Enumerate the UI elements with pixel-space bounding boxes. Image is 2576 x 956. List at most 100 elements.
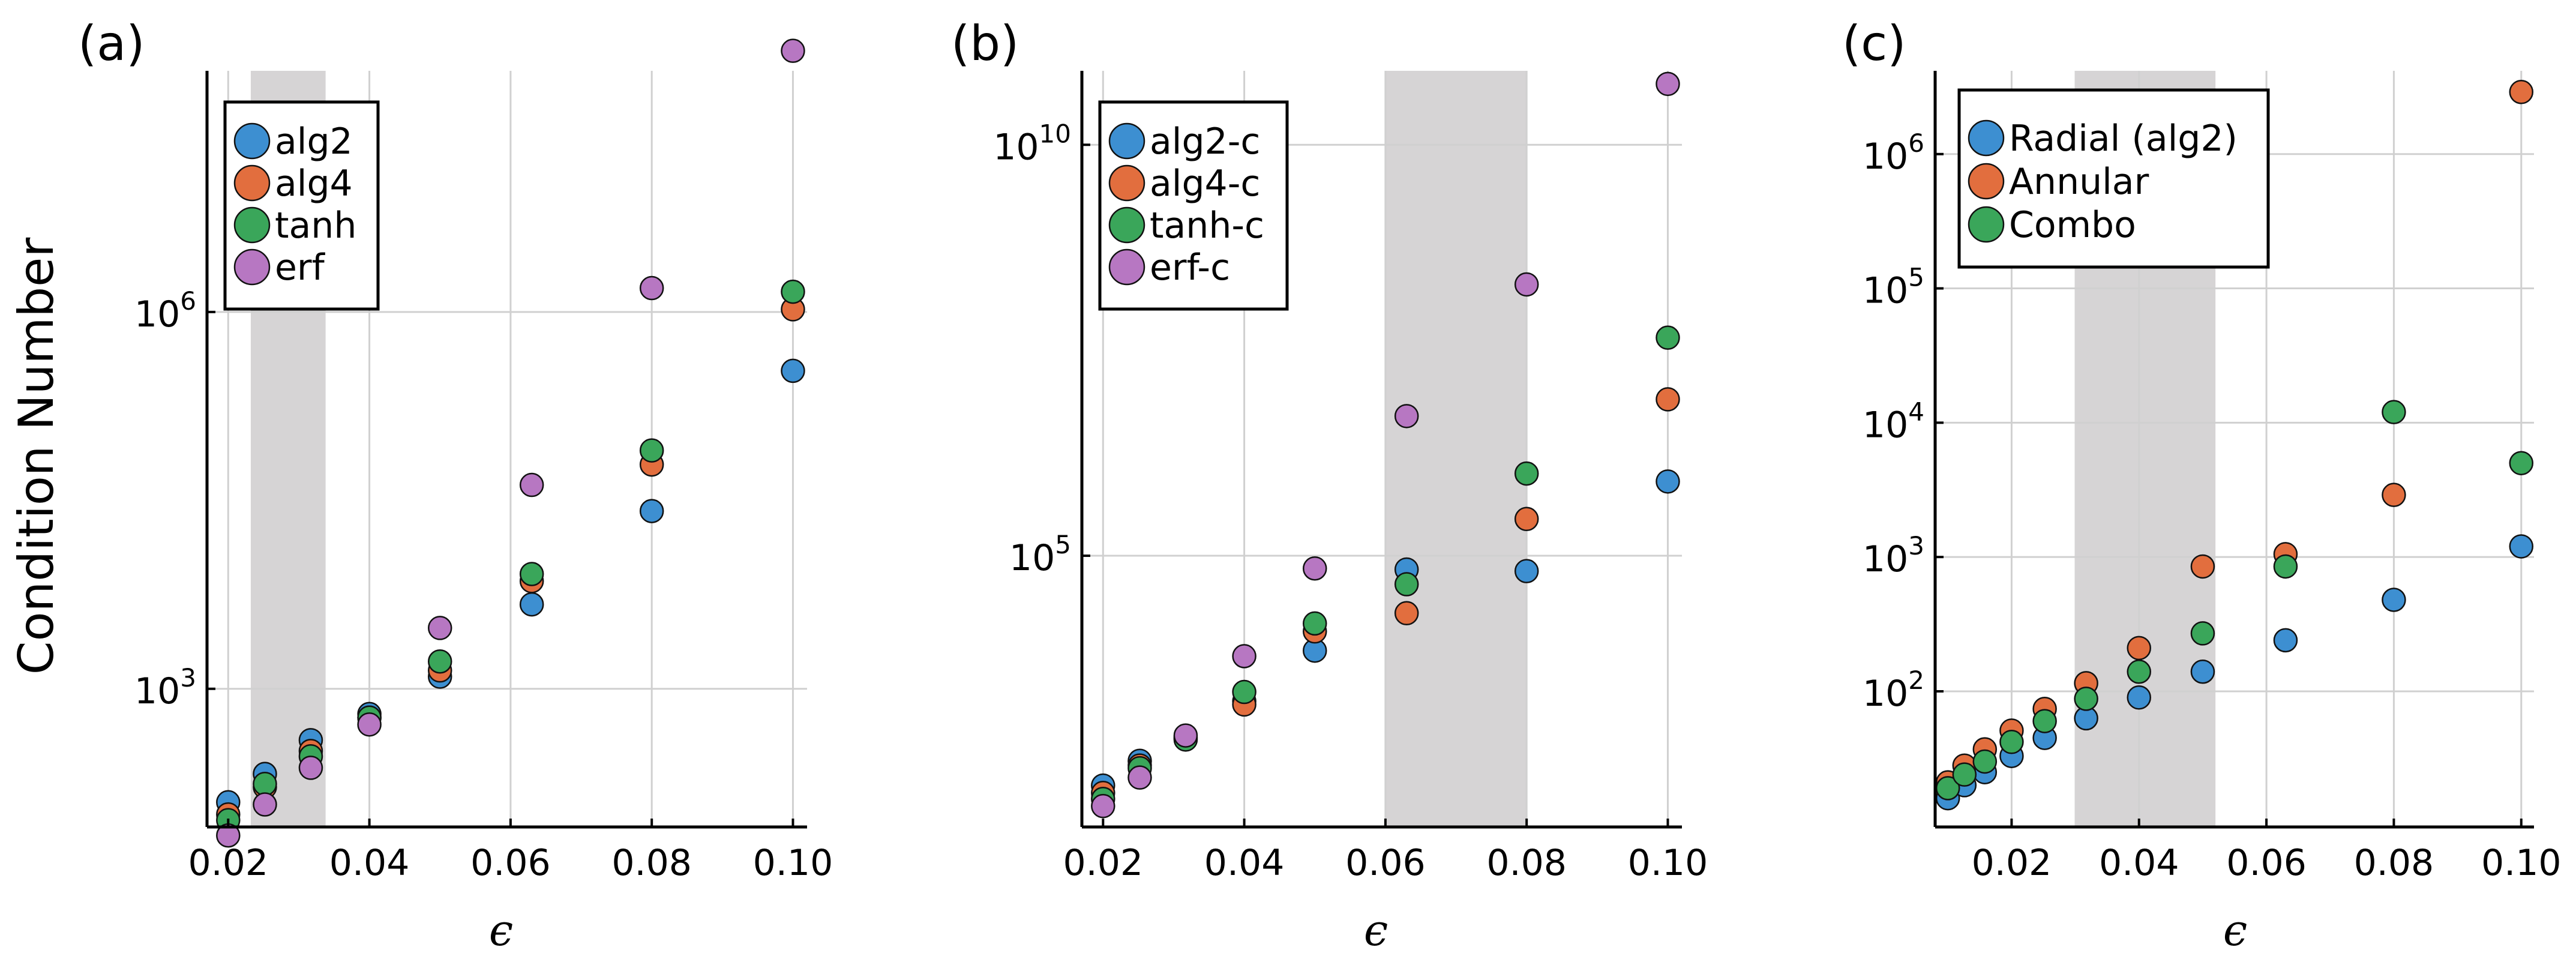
- legend-label-tanh: tanh: [275, 205, 356, 247]
- legend-label-erf-c: erf-c: [1150, 247, 1230, 289]
- p2-xtick-label: 0.02: [1063, 842, 1143, 884]
- legend-label-tanh-c: tanh-c: [1150, 205, 1264, 247]
- panel-a-ylabel: Condition Number: [8, 238, 64, 675]
- p3-xtick-label: 0.04: [2099, 842, 2179, 884]
- legend-label-combo: Combo: [2009, 204, 2136, 246]
- panel-a: (a) 0.02 0.04 0.06 0.08 0.10 103 106 Conditio…: [8, 16, 833, 955]
- p1-point-erf: [298, 756, 323, 780]
- p3-ytick-label: 105: [1863, 263, 1924, 312]
- p3-point-annular: [2509, 80, 2534, 104]
- p1-point-erf: [427, 616, 452, 640]
- p3-xtick-label: 0.10: [2481, 842, 2562, 884]
- p3-point-radial-alg2: [2127, 685, 2151, 710]
- p3-point-annular: [2127, 636, 2151, 661]
- p1-point-erf: [253, 792, 277, 817]
- p2-point-tanh-c: [1302, 611, 1327, 636]
- p2-point-tanh-c: [1394, 572, 1419, 597]
- legend-marker-alg4: [233, 164, 271, 202]
- p3-xtick-label: 0.02: [1972, 842, 2052, 884]
- panel-c-label: (c): [1842, 16, 1906, 71]
- panel-c-legend: Radial (alg2) Annular Combo: [1957, 88, 2270, 269]
- p3-point-radial-alg2: [2190, 660, 2215, 684]
- p3-point-combo: [2074, 687, 2098, 711]
- p2-ytick-label: 1010: [993, 119, 1071, 168]
- p2-point-tanh-c: [1514, 461, 1539, 486]
- panel-a-legend: alg2 alg4 tanh erf: [223, 100, 380, 311]
- p2-point-alg4-c: [1514, 507, 1539, 532]
- legend-marker-erf-c: [1108, 248, 1145, 286]
- p1-point-tanh: [639, 438, 664, 463]
- legend-label-annular: Annular: [2009, 161, 2149, 203]
- p3-point-combo: [2190, 621, 2215, 646]
- p1-point-tanh: [253, 771, 277, 796]
- p2-point-erf-c: [1514, 272, 1539, 297]
- p2-point-erf-c: [1127, 765, 1152, 790]
- p3-ytick-label: 106: [1863, 128, 1924, 178]
- p1-xtick-label: 0.06: [470, 842, 551, 884]
- p2-point-erf-c: [1173, 723, 1198, 748]
- legend-marker-radial: [1968, 119, 2005, 157]
- p3-point-radial-alg2: [2509, 534, 2534, 559]
- legend-marker-alg2: [233, 122, 271, 160]
- p2-shaded-region: [1385, 71, 1527, 827]
- p2-xtick-label: 0.06: [1345, 842, 1426, 884]
- p3-point-annular: [2190, 554, 2215, 579]
- p2-xtick-label: 0.08: [1486, 842, 1567, 884]
- p3-point-combo: [2032, 709, 2057, 733]
- legend-marker-alg2-c: [1108, 122, 1145, 160]
- p2-point-erf-c: [1394, 404, 1419, 428]
- legend-label-alg4: alg4: [275, 163, 353, 205]
- p1-point-alg2: [781, 358, 805, 383]
- legend-label-erf: erf: [275, 247, 326, 289]
- p3-ytick-label: 102: [1863, 666, 1924, 715]
- p1-point-tanh: [781, 279, 805, 304]
- p1-point-alg2: [639, 499, 664, 523]
- panel-b: (b) 0.02 0.04 0.06 0.08 0.10 105 1010 ϵ alg2-…: [951, 16, 1708, 955]
- legend-marker-erf: [233, 248, 271, 286]
- p1-point-alg2: [519, 592, 544, 617]
- legend-marker-alg4-c: [1108, 164, 1145, 202]
- legend-label-alg4-c: alg4-c: [1150, 163, 1260, 205]
- legend-marker-tanh: [233, 206, 271, 244]
- p2-point-erf-c: [1232, 644, 1256, 669]
- p2-point-alg4-c: [1656, 387, 1680, 412]
- p2-point-alg4-c: [1394, 601, 1419, 626]
- p3-xtick-label: 0.06: [2226, 842, 2307, 884]
- p3-point-combo: [2509, 451, 2534, 475]
- p2-point-alg2-c: [1514, 559, 1539, 583]
- p3-point-combo: [1972, 749, 1998, 774]
- p2-xtick-label: 0.10: [1628, 842, 1708, 884]
- p3-point-combo: [2273, 554, 2298, 579]
- panel-c-xlabel: ϵ: [2223, 905, 2247, 955]
- p1-point-erf: [519, 472, 544, 498]
- panel-a-xlabel: ϵ: [489, 905, 513, 955]
- p3-point-combo: [2127, 660, 2151, 684]
- panel-c-legend-box: [1957, 88, 2270, 269]
- p1-point-tanh: [519, 562, 544, 586]
- legend-marker-combo: [1968, 206, 2005, 243]
- panel-b-legend: alg2-c alg4-c tanh-c erf-c: [1098, 100, 1289, 311]
- p1-xtick-label: 0.04: [329, 842, 410, 884]
- p3-point-radial-alg2: [2382, 588, 2406, 612]
- p1-point-erf: [781, 38, 805, 63]
- panel-a-label: (a): [78, 16, 145, 71]
- p2-ytick-label: 105: [1009, 530, 1071, 579]
- legend-marker-annular: [1968, 163, 2005, 200]
- panel-b-xlabel: ϵ: [1364, 905, 1388, 955]
- panel-c: (c) 0.02 0.04 0.06 0.08 0.10 102 103 104 105 106…: [1842, 16, 2562, 955]
- p3-xtick-label: 0.08: [2354, 842, 2434, 884]
- legend-marker-tanh-c: [1108, 206, 1145, 244]
- panel-b-label: (b): [951, 16, 1019, 71]
- p3-ytick-label: 104: [1863, 397, 1924, 446]
- p1-ytick-label: 106: [134, 286, 196, 335]
- p1-point-erf: [639, 275, 664, 301]
- p2-point-tanh-c: [1656, 325, 1680, 350]
- p1-point-tanh: [427, 649, 452, 674]
- p1-point-erf: [357, 712, 382, 737]
- p2-point-erf-c: [1302, 556, 1327, 581]
- legend-label-alg2-c: alg2-c: [1150, 121, 1260, 163]
- p3-point-annular: [2382, 483, 2406, 507]
- p2-xtick-label: 0.04: [1204, 842, 1285, 884]
- legend-label-radial: Radial (alg2): [2009, 118, 2238, 160]
